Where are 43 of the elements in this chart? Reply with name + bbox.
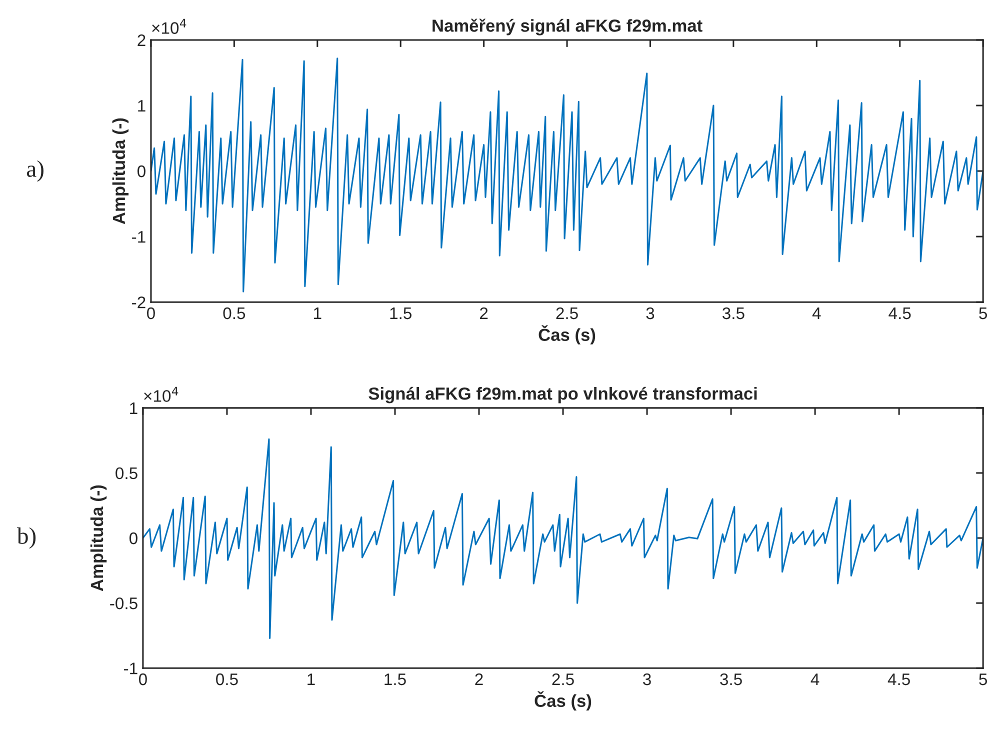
x-tick-label: 1.5 [390,308,412,320]
y-tick-label: 0.5 [116,467,138,480]
x-tick-label: 1 [308,674,315,686]
x-tick-label: 0.5 [223,307,246,320]
line-series [142,438,984,639]
x-tick-label: 4 [812,308,821,320]
y-tick-label: 2 [138,34,146,46]
y-tick-label: 1 [138,100,146,112]
text: ×10$^{4}$ [152,18,186,34]
text: a) [26,160,44,182]
y-tick-label: -1 [132,231,146,243]
x-tick-label: 1.5 [384,674,406,686]
x-axis-title: Čas (s) [538,325,596,344]
x-tick-label: 0 [146,307,155,320]
y-tick-label: -2 [132,296,146,308]
y-tick-label: 0 [129,532,138,544]
x-tick-label: 5 [979,674,988,686]
x-tick-label: 2 [480,307,488,320]
x-tick-label: 2 [475,673,483,686]
x-tick-label: 4.5 [888,308,911,320]
chart-title: Signál aFKG f29m.mat po vlnkové transformaci [368,386,757,404]
x-tick-label: 3 [643,673,651,686]
x-tick-label: 3 [646,307,654,320]
text: ×10$^{4}$ [144,386,178,402]
y-tick-label: -1 [124,662,138,674]
y-tick-label: 0 [137,165,146,178]
y-tick-label: -0.5 [110,597,138,610]
x-tick-label: 3.5 [720,673,742,686]
y-axis-title: Amplituda (-) [112,118,129,224]
line-series [150,58,984,292]
x-tick-label: 4 [810,674,820,686]
y-tick-label: 1 [130,402,138,414]
y-axis-title: Amplituda (-) [90,485,107,592]
x-tick-label: 4.5 [888,674,910,686]
x-tick-label: 2.5 [556,307,578,320]
x-tick-label: 0.5 [216,673,238,686]
x-tick-label: 2.5 [552,673,574,686]
x-tick-label: 5 [979,308,988,320]
text: b) [16,527,36,549]
x-tick-label: 3.5 [722,307,744,320]
chart-title: Naměřený signál aFKG f29m.mat [432,18,702,36]
x-axis-title: Čas (s) [534,691,592,710]
x-tick-label: 1 [314,308,322,320]
